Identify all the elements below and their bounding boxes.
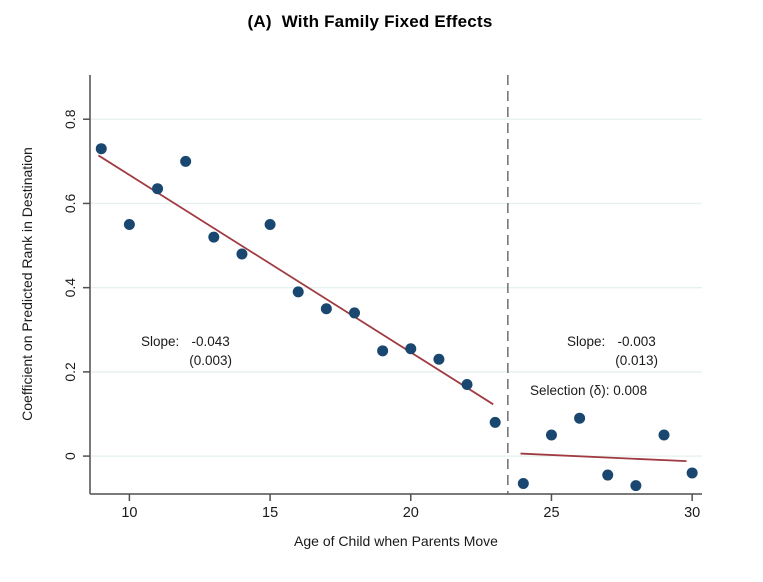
annotation-right-slope: Slope: -0.003 (0.013) <box>567 332 658 370</box>
x-tick-label: 20 <box>403 505 419 521</box>
y-tick-label: 0.8 <box>62 109 78 129</box>
right-slope-se: (0.013) <box>615 353 659 368</box>
data-point <box>602 469 614 481</box>
x-tick-label: 25 <box>543 505 559 521</box>
data-point <box>320 303 332 315</box>
above-age-23-fit-line <box>520 452 687 463</box>
data-point <box>348 307 360 319</box>
data-point <box>686 467 698 479</box>
chart-title-prefix: (A) <box>247 12 272 31</box>
data-point <box>489 416 501 428</box>
y-axis-title: Coefficient on Predicted Rank in Destina… <box>19 147 35 421</box>
annotation-selection: Selection (δ): 0.008 <box>530 383 648 398</box>
y-tick-label: 0.6 <box>62 193 78 213</box>
right-slope-label: Slope: <box>567 334 606 349</box>
y-tick-label: 0.4 <box>62 278 78 298</box>
annotation-left-slope: Slope: -0.043 (0.003) <box>141 332 232 370</box>
x-axis-title: Age of Child when Parents Move <box>294 533 498 549</box>
x-tick-label: 30 <box>684 505 700 521</box>
data-point <box>180 155 192 167</box>
data-point <box>461 379 473 391</box>
data-point <box>433 353 445 365</box>
data-point <box>377 345 389 357</box>
chart-title-text: With Family Fixed Effects <box>281 12 493 31</box>
data-point <box>292 286 304 298</box>
y-tick-label: 0 <box>62 452 78 460</box>
data-point <box>152 183 164 195</box>
left-slope-value: -0.043 <box>191 334 230 349</box>
data-point <box>95 143 107 155</box>
data-point <box>208 231 220 243</box>
data-point <box>517 477 529 489</box>
right-slope-value: -0.003 <box>617 334 656 349</box>
data-point <box>123 218 135 230</box>
data-point <box>405 343 417 355</box>
left-slope-se: (0.003) <box>189 353 233 368</box>
data-point <box>264 218 276 230</box>
x-tick-label: 10 <box>121 505 137 521</box>
y-tick-label: 0.2 <box>62 362 78 382</box>
data-point <box>658 429 670 441</box>
x-tick-label: 15 <box>262 505 278 521</box>
data-point <box>630 480 642 492</box>
data-point <box>545 429 557 441</box>
data-point <box>574 412 586 424</box>
chart-title: (A) With Family Fixed Effects <box>0 12 740 32</box>
data-point <box>236 248 248 260</box>
below-age-23-fit-line <box>97 154 494 406</box>
left-slope-label: Slope: <box>141 334 180 349</box>
